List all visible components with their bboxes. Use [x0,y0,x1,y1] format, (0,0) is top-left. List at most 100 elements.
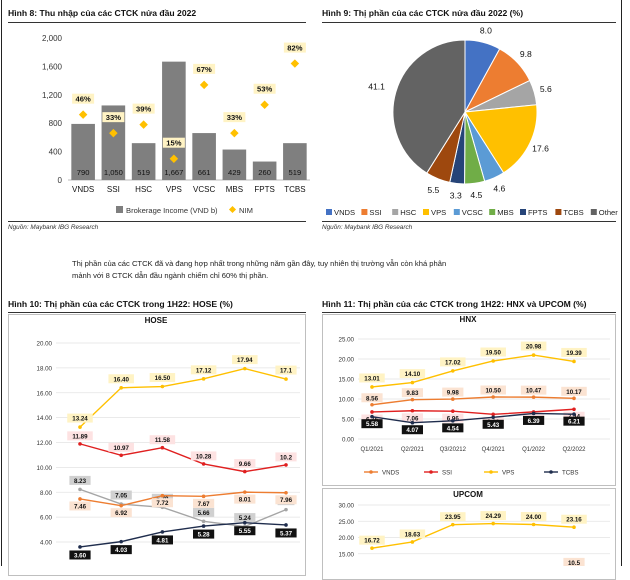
data-label-bg [399,369,426,379]
point-vps [243,366,247,371]
fig8-source: Nguồn: Maybank IBG Research [8,224,99,231]
series-line-vps [371,522,575,549]
fig9-pie-chart: 8.0 9.8 5.6 17.6 4.6 4.5 3.3 5.5 41.1 VNDS SSI HSC V… [326,26,618,217]
data-label: 24.29 [485,513,501,520]
chart-title: HOSE [145,316,168,325]
fig11-hnx-line-chart: HNX 0.00 5.00 10.00 15.00 20.00 25.00 Q1/2021 Q2… [339,315,610,477]
data-label: 9.66 [239,461,252,468]
pie-value-label: 17.6 [532,144,549,154]
point-tcbs [78,545,82,549]
point-ssi [160,445,165,450]
data-label: 6.92 [115,510,128,517]
point-tcbs [531,411,536,416]
point-vnds [201,494,206,499]
x-tick-label: Q2/2021 [401,447,425,453]
point-vps [160,384,165,389]
legend-swatch-hsc [392,209,399,215]
pie-value-label: 4.5 [470,190,482,200]
pie-value-label: 5.5 [427,185,439,195]
x-tick-label: VPS [166,185,182,194]
data-label-bg [275,495,297,505]
point-tcbs [160,530,165,534]
fig10-line-chart: HOSE 4.00 6.00 8.00 10.00 12.00 14.00 16.00 18.0… [37,316,300,560]
data-label-bg [561,386,587,396]
nim-value-label: 82% [287,44,302,53]
x-tick-label: MBS [226,185,243,194]
data-label: 14.10 [405,371,421,378]
data-label-bg [480,385,506,395]
data-label-bg [149,373,176,383]
nim-label-bg [283,42,306,53]
data-label-bg [482,419,504,429]
point-vps [201,377,206,381]
data-label: 10.50 [485,388,501,395]
point-tcbs [284,523,288,527]
x-tick-label: Q4/2021 [482,447,506,453]
data-label: 7.67 [198,501,211,508]
data-label-bg [563,416,585,426]
data-label-bg [359,373,385,383]
point-vps [78,425,82,429]
legend-label-vnds: VNDS [382,470,399,477]
data-label: 17.12 [196,367,212,374]
data-label-bg [401,413,423,423]
x-tick-label: SSI [107,185,120,194]
pie-slice-vps [464,104,538,174]
data-label-bg [442,413,464,423]
data-label: 4.03 [115,547,128,554]
data-label-bg [359,535,385,545]
pie-slice-others [392,39,466,174]
data-label-bg [234,459,256,469]
y-tick-label: 4.00 [40,540,53,547]
legend-marker-ssi [429,470,433,474]
data-label-bg [442,387,464,397]
legend-label-tcbs: TCBS [563,208,583,217]
fig9-title-rule [322,22,616,23]
x-tick-label: Q1/2021 [360,447,384,453]
data-label-bg [108,442,134,452]
legend-swatch-mbs [489,209,496,215]
legend-label-vps: VPS [431,208,446,217]
legend-swatch-tcbs [555,209,562,215]
data-label-bg [399,529,426,539]
data-label: 7.06 [406,415,419,422]
nim-label-bg [223,112,246,123]
y-tick-label: 6.00 [40,515,53,522]
bar-vcsc [192,133,216,180]
point-ssi [410,408,415,413]
point-vps [410,380,415,385]
y-tick-label: 8.00 [40,490,53,497]
point-vnds [119,503,123,508]
data-label-bg [108,374,134,384]
data-label: 10.5 [568,560,581,566]
y-tick-label: 25.00 [339,519,355,526]
legend-swatch-vps [423,209,429,215]
y-tick-label: 15.00 [339,377,355,384]
data-label: 4.07 [406,427,419,434]
legend-label-vcsc: VCSC [462,208,484,217]
left-border-line [1,0,2,566]
right-border-line [621,0,622,566]
fig10-title: Hình 10: Thị phần của các CTCK trong 1H2… [8,299,233,309]
fig9-source: Nguồn: Maybank IBG Research [322,224,413,231]
legend-swatch-vnds [326,209,332,215]
data-label: 10.28 [196,453,212,460]
y-tick-label: 15.00 [339,551,355,558]
legend-label-others: Others [599,208,618,217]
pie-value-label: 4.6 [493,184,505,194]
data-label-bg [520,512,547,521]
data-label-bg [561,514,587,524]
nim-value-label: 39% [136,105,151,114]
data-label-bg [440,512,466,522]
point-vnds [410,397,415,402]
point-tcbs [491,415,495,420]
nim-value-label: 53% [257,85,272,94]
legend-marker-vnds [369,470,373,474]
point-ssi [78,442,82,446]
y-tick-label: 1,600 [42,62,63,71]
y-tick-label: 1,200 [42,91,63,100]
legend-nim-label: NIM [239,206,253,215]
data-label: 13.01 [364,375,380,382]
point-ssi [370,410,374,414]
legend-label-fpts: FPTS [528,208,547,217]
